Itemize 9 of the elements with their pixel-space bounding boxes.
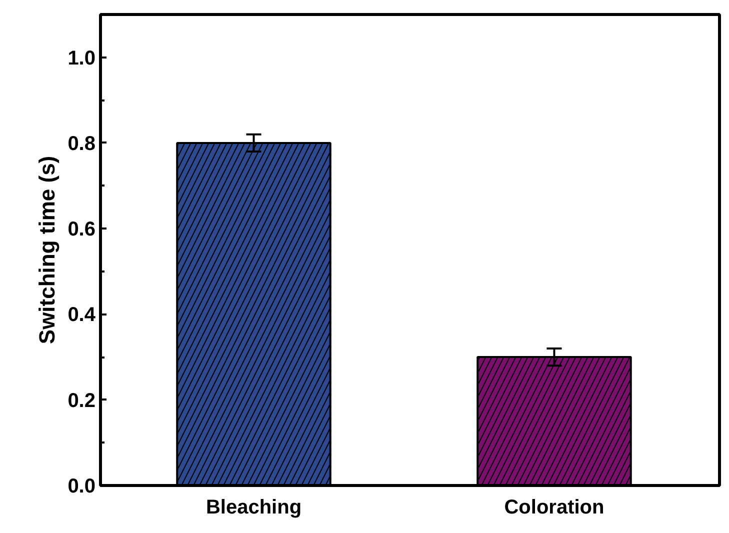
y-tick-label: 0.4 bbox=[68, 304, 96, 326]
y-tick-label: 0.2 bbox=[68, 390, 96, 412]
y-tick-label: 0.8 bbox=[68, 132, 96, 155]
x-tick-label: Coloration bbox=[504, 496, 604, 518]
y-tick-label: 0.6 bbox=[68, 218, 96, 241]
y-tick-label: 1.0 bbox=[68, 47, 96, 70]
x-tick-label: Bleaching bbox=[206, 496, 302, 518]
y-axis-title: Switching time (s) bbox=[34, 156, 60, 344]
y-tick-label: 0.0 bbox=[68, 476, 96, 498]
